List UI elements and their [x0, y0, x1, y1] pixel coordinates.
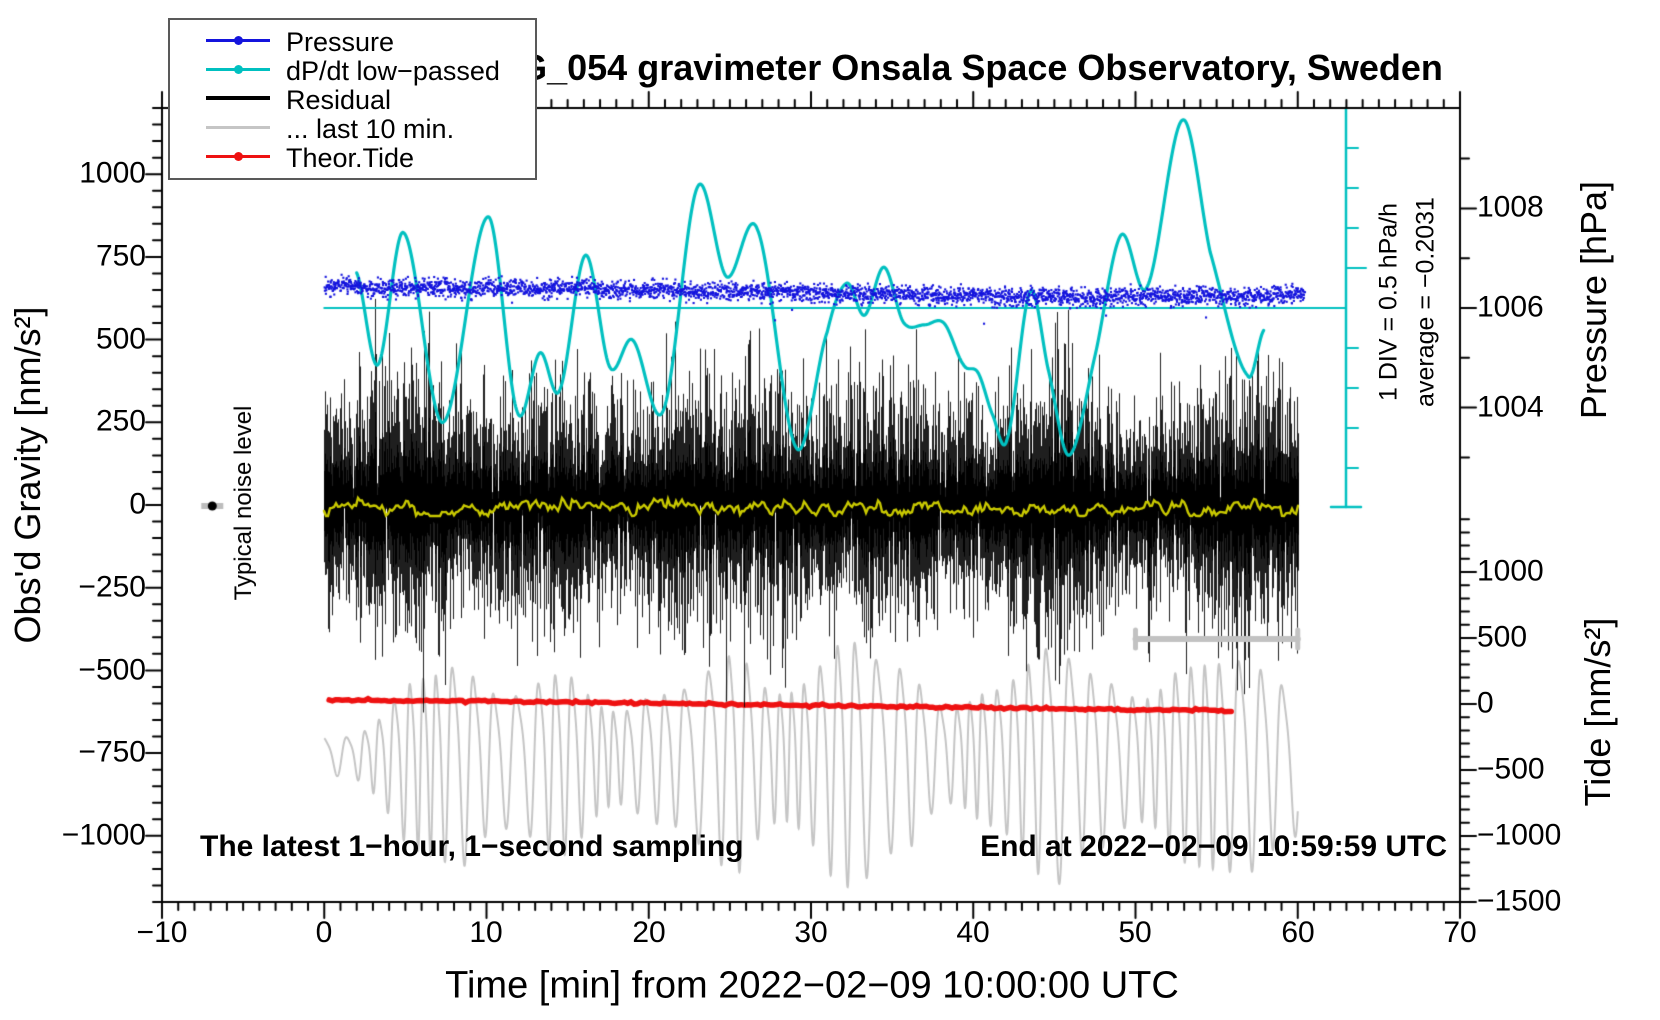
div-scale-annotation: 1 DIV = 0.5 hPa/h: [1374, 202, 1403, 402]
time-tick: 0: [315, 916, 333, 949]
time-tick: 50: [1118, 916, 1152, 949]
time-tick: 20: [632, 916, 666, 949]
gravity-tick: 1000: [79, 156, 146, 190]
tide-axis-label: Tide [nm/s²]: [1577, 617, 1618, 807]
average-annotation: average = −0.2031: [1411, 197, 1440, 407]
legend-label: Pressure: [286, 27, 395, 57]
time-tick: 10: [469, 916, 503, 949]
gravity-tick: 0: [129, 487, 146, 521]
theor-tide-line-swatch-icon: [206, 142, 270, 171]
legend-label: ... last 10 min.: [286, 114, 455, 144]
tide-tick: −500: [1477, 752, 1545, 786]
time-tick: 40: [956, 916, 990, 949]
pressure-line-swatch-icon: [206, 26, 270, 55]
gravity-tick: −250: [78, 570, 146, 604]
time-tick: 60: [1281, 916, 1315, 949]
tide-tick: 500: [1477, 620, 1528, 654]
legend-item-theor-tide: Theor.Tide: [170, 142, 535, 173]
dpdt-line-swatch-icon: [206, 55, 270, 84]
residual-line-swatch-icon: [206, 84, 270, 113]
legend-label: Theor.Tide: [286, 143, 415, 173]
time-tick: 70: [1443, 916, 1477, 949]
tide-tick: −1000: [1477, 818, 1562, 852]
tide-tick: −1500: [1477, 884, 1562, 918]
time-tick: 30: [794, 916, 828, 949]
x-axis-label: Time [min] from 2022−02−09 10:00:00 UTC: [445, 964, 1179, 1007]
pressure-tick: 1004: [1477, 390, 1544, 424]
typical-noise-level-label: Typical noise level: [230, 405, 257, 601]
pressure-tick: 1006: [1477, 290, 1544, 324]
gravity-tick: −500: [78, 653, 146, 687]
gravity-tick: −750: [78, 735, 146, 769]
legend-item-dpdt: dP/dt low−passed: [170, 55, 535, 86]
legend-item-pressure: Pressure: [170, 26, 535, 57]
gravity-tick: −1000: [61, 818, 146, 852]
end-time-annotation: End at 2022−02−09 10:59:59 UTC: [980, 830, 1447, 863]
legend-label: Residual: [286, 85, 392, 115]
gravity-tick: 750: [95, 239, 146, 273]
tide-tick: 0: [1477, 686, 1494, 720]
tide-tick: 1000: [1477, 554, 1544, 588]
legend-item-last10min: ... last 10 min.: [170, 113, 535, 144]
legend: Pressure dP/dt low−passed Residual ... l…: [168, 18, 537, 180]
sampling-annotation: The latest 1−hour, 1−second sampling: [200, 830, 744, 863]
chart-title: SCG_054 gravimeter Onsala Space Observat…: [469, 47, 1443, 88]
pressure-tick: 1008: [1477, 190, 1544, 224]
gravity-tick: 500: [95, 322, 146, 356]
legend-item-residual: Residual: [170, 84, 535, 115]
legend-label: dP/dt low−passed: [286, 56, 500, 86]
gravity-tick: 250: [95, 404, 146, 438]
time-tick: −10: [136, 916, 188, 949]
pressure-axis-label: Pressure [hPa]: [1573, 180, 1614, 420]
last10min-line-swatch-icon: [206, 113, 270, 142]
